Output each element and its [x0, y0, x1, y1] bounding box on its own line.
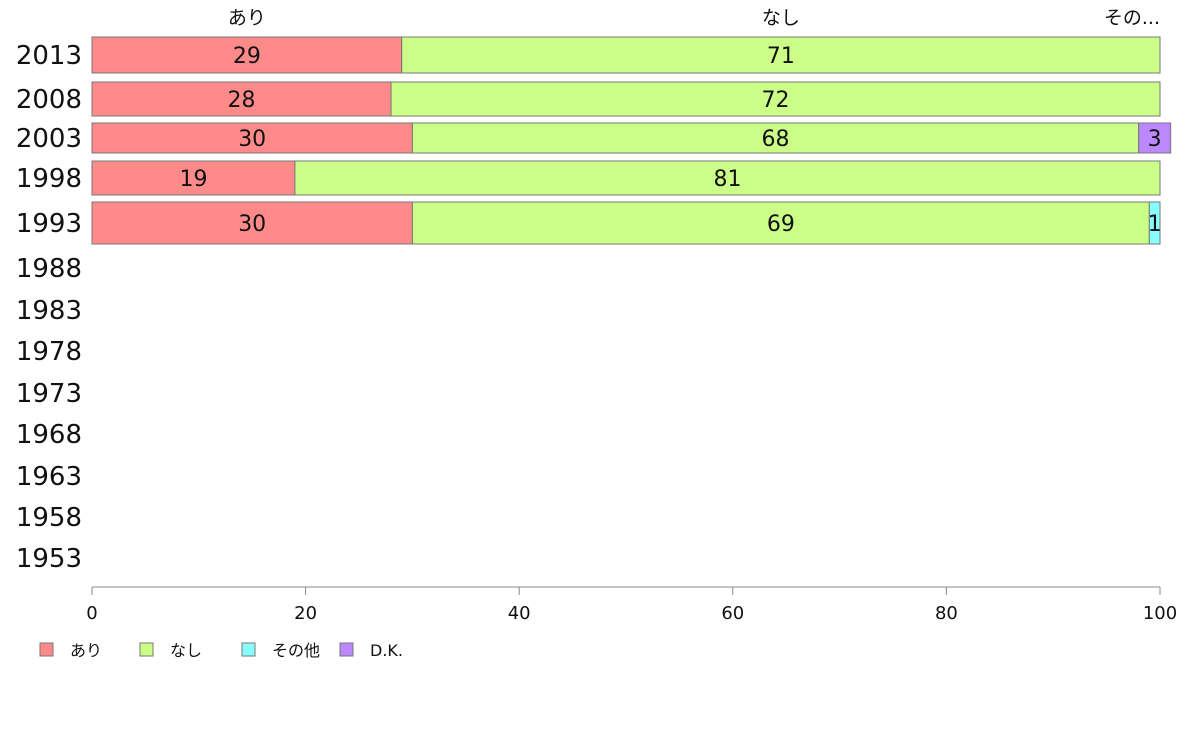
y-label-1973: 1973	[16, 379, 82, 409]
legend-label-2: その他	[272, 641, 320, 660]
bar-2013-series-1	[401, 36, 1161, 74]
data-label-2008-series-0: 28	[228, 88, 256, 113]
bar-2013-series-0	[91, 36, 403, 74]
legend-swatch-1	[139, 642, 154, 657]
bar-row-2008: 28 72	[91, 81, 1161, 117]
bar-2008-series-0	[91, 81, 392, 117]
bar-2003-series-0	[91, 122, 413, 154]
legend-swatch-0	[39, 642, 54, 657]
y-label-2013: 2013	[16, 41, 82, 71]
legend-item-0: あり	[39, 641, 102, 660]
x-tick-label-100: 100	[1143, 603, 1177, 624]
top-label-2: その...	[1104, 7, 1160, 29]
legend-item-3: D.K.	[339, 641, 403, 660]
bar-row-2003: 30 68 3	[91, 122, 1172, 154]
bar-2003-series-3	[1138, 122, 1172, 154]
data-label-2008-series-1: 72	[762, 88, 790, 113]
legend-item-2: その他	[241, 641, 320, 660]
bar-1998-series-0	[91, 160, 296, 196]
data-label-1993-series-0: 30	[238, 212, 266, 237]
y-label-1988: 1988	[16, 254, 82, 284]
y-label-1963: 1963	[16, 462, 82, 492]
bar-row-1993: 30 69 1	[91, 201, 1162, 245]
legend-swatch-3	[339, 642, 354, 657]
data-label-2003-series-3: 3	[1148, 127, 1162, 152]
x-tick-label-80: 80	[935, 603, 958, 624]
data-label-1998-series-0: 19	[179, 167, 207, 192]
y-label-1953: 1953	[16, 544, 82, 574]
bar-2008-series-1	[390, 81, 1161, 117]
legend: あり なし その他 D.K.	[39, 641, 403, 660]
top-labels: あり なし その...	[228, 7, 1160, 29]
legend-item-1: なし	[139, 641, 202, 660]
bar-1993-series-0	[91, 201, 413, 245]
y-label-2003: 2003	[16, 124, 82, 154]
y-label-2008: 2008	[16, 85, 82, 115]
y-label-1998: 1998	[16, 164, 82, 194]
x-tick-label-20: 20	[294, 603, 317, 624]
y-label-1993: 1993	[16, 209, 82, 239]
legend-label-0: あり	[70, 641, 102, 660]
bar-1993-series-2	[1148, 201, 1161, 245]
y-label-1968: 1968	[16, 420, 82, 450]
bar-row-2013: 29 71	[91, 36, 1161, 74]
legend-label-1: なし	[170, 641, 202, 660]
bar-1998-series-1	[294, 160, 1161, 196]
data-label-2013-series-1: 71	[767, 44, 795, 69]
legend-label-3: D.K.	[370, 641, 403, 660]
bar-row-1998: 19 81	[91, 160, 1161, 196]
y-label-1983: 1983	[16, 296, 82, 326]
y-axis-labels: 2013 2008 2003 1998 1993 1988 1983 1978 1973 1968…	[16, 41, 82, 574]
data-label-2003-series-1: 68	[762, 127, 790, 152]
x-axis: 0 20 40 60 80 100	[86, 586, 1177, 624]
y-label-1978: 1978	[16, 337, 82, 367]
data-label-1998-series-1: 81	[713, 167, 741, 192]
data-label-1993-series-2: 1	[1148, 212, 1162, 237]
legend-swatch-2	[241, 642, 256, 657]
top-label-1: なし	[762, 7, 800, 29]
data-label-1993-series-1: 69	[767, 212, 795, 237]
data-label-2013-series-0: 29	[233, 44, 261, 69]
top-label-0: あり	[228, 7, 266, 29]
bar-2003-series-1	[411, 122, 1140, 154]
data-label-2003-series-0: 30	[238, 127, 266, 152]
x-tick-label-0: 0	[86, 603, 97, 624]
x-tick-label-40: 40	[508, 603, 531, 624]
y-label-1958: 1958	[16, 503, 82, 533]
x-tick-label-60: 60	[721, 603, 744, 624]
